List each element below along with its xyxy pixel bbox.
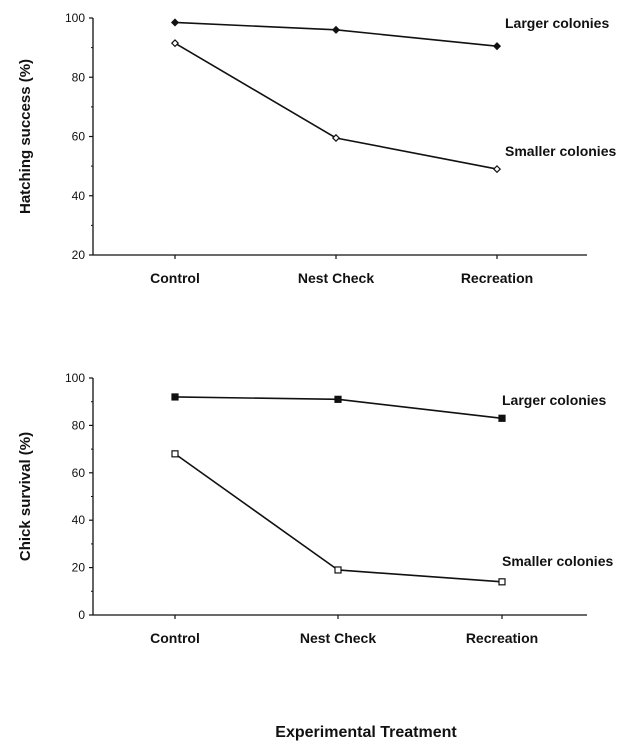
y-tick-label: 40 (72, 513, 86, 527)
y-tick-label: 100 (65, 11, 85, 25)
x-tick-label: Recreation (466, 630, 538, 646)
hatching-success-chart: 20 40 60 80 100 Control Nest Check Recreation Ha… (17, 11, 616, 286)
x-axis-title: Experimental Treatment (275, 724, 457, 741)
data-point (171, 393, 179, 401)
data-point (334, 395, 342, 403)
data-point (492, 42, 502, 51)
y-tick-label: 80 (72, 70, 86, 84)
y-tick-label: 40 (72, 189, 86, 203)
y-tick-label: 0 (78, 608, 85, 622)
y-axis-title: Chick survival (%) (17, 432, 34, 561)
series-label: Smaller colonies (505, 143, 616, 159)
chick-survival-chart: 0 20 40 60 80 100 Control Nest Check Recreation C… (17, 371, 613, 646)
series-label: Smaller colonies (502, 553, 613, 569)
series-line (174, 42, 498, 170)
data-point (171, 450, 179, 458)
data-point (492, 165, 502, 174)
x-tick-label: Control (150, 630, 200, 646)
series-label: Larger colonies (502, 392, 606, 408)
data-point (334, 566, 342, 574)
x-tick-label: Control (150, 270, 200, 286)
y-tick-label: 60 (72, 466, 86, 480)
y-tick-label: 20 (72, 248, 86, 262)
x-tick-label: Recreation (461, 270, 533, 286)
x-tick-label: Nest Check (300, 630, 376, 646)
series-line (174, 453, 503, 583)
data-point (170, 39, 180, 48)
data-point (498, 578, 506, 586)
x-tick-label: Nest Check (298, 270, 374, 286)
y-tick-label: 80 (72, 418, 86, 432)
y-axis-title: Hatching success (%) (17, 59, 34, 214)
data-point (170, 18, 180, 27)
series-label: Larger colonies (505, 15, 609, 31)
y-tick-label: 60 (72, 130, 86, 144)
y-tick-label: 100 (65, 371, 85, 385)
data-point (331, 25, 341, 34)
y-tick-label: 20 (72, 561, 86, 575)
data-point (331, 133, 341, 143)
data-point (498, 414, 506, 422)
